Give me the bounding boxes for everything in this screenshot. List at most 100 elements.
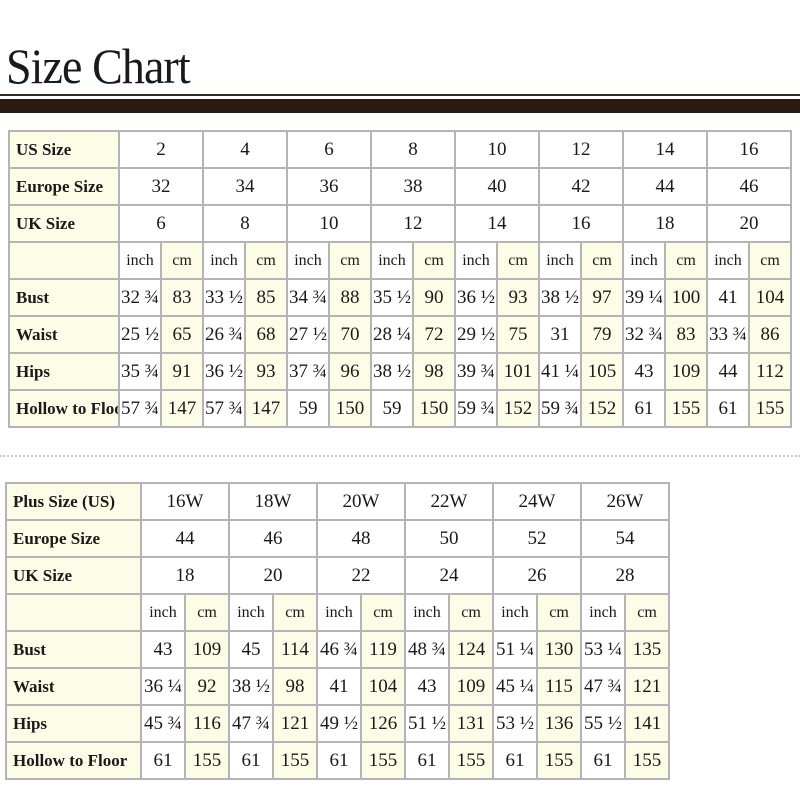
inch-value: 38 ½ (370, 352, 414, 391)
inch-value: 53 ½ (492, 704, 538, 743)
size-value: 4 (202, 130, 288, 169)
size-value: 16W (140, 482, 230, 521)
size-value: 16 (706, 130, 792, 169)
size-row: Europe Size 44 46 48 50 52 54 (5, 519, 670, 558)
inch-value: 38 ½ (538, 278, 582, 317)
inch-value: 46 ¾ (316, 630, 362, 669)
inch-value: 35 ½ (370, 278, 414, 317)
cm-value: 90 (412, 278, 456, 317)
row-label-empty (8, 241, 120, 280)
inch-value: 59 ¾ (538, 389, 582, 428)
unit-inch: inch (706, 241, 750, 280)
size-value: 18 (140, 556, 230, 595)
cm-value: 86 (748, 315, 792, 354)
inch-value: 59 (286, 389, 330, 428)
measure-row: Waist 36 ¼ 92 38 ½ 98 41 104 43 109 45 ¼ 115 47 ¾ 12… (5, 667, 670, 706)
row-label: Europe Size (8, 167, 120, 206)
cm-value: 135 (624, 630, 670, 669)
cm-value: 92 (184, 667, 230, 706)
inch-value: 45 (228, 630, 274, 669)
size-value: 44 (140, 519, 230, 558)
size-value: 14 (454, 204, 540, 243)
inch-value: 29 ½ (454, 315, 498, 354)
row-label-empty (5, 593, 142, 632)
row-label: Europe Size (5, 519, 142, 558)
inch-value: 25 ½ (118, 315, 162, 354)
inch-value: 45 ¼ (492, 667, 538, 706)
size-value: 40 (454, 167, 540, 206)
size-value: 16 (538, 204, 624, 243)
inch-value: 32 ¾ (622, 315, 666, 354)
cm-value: 152 (580, 389, 624, 428)
unit-inch: inch (370, 241, 414, 280)
measure-row: Hips 45 ¾ 116 47 ¾ 121 49 ½ 126 51 ½ 131 53 ½ 136 5… (5, 704, 670, 743)
cm-value: 147 (244, 389, 288, 428)
size-value: 18W (228, 482, 318, 521)
size-value: 20 (706, 204, 792, 243)
cm-value: 75 (496, 315, 540, 354)
cm-value: 85 (244, 278, 288, 317)
size-value: 10 (286, 204, 372, 243)
size-value: 36 (286, 167, 372, 206)
size-value: 20W (316, 482, 406, 521)
unit-cm: cm (184, 593, 230, 632)
cm-value: 155 (448, 741, 494, 780)
inch-value: 34 ¾ (286, 278, 330, 317)
size-value: 8 (370, 130, 456, 169)
inch-value: 51 ¼ (492, 630, 538, 669)
title-divider-bar (0, 99, 800, 113)
unit-inch: inch (622, 241, 666, 280)
size-row: UK Size 18 20 22 24 26 28 (5, 556, 670, 595)
size-value: 24W (492, 482, 582, 521)
inch-value: 61 (492, 741, 538, 780)
size-value: 44 (622, 167, 708, 206)
cm-value: 93 (244, 352, 288, 391)
inch-value: 28 ¼ (370, 315, 414, 354)
inch-value: 61 (140, 741, 186, 780)
size-value: 22 (316, 556, 406, 595)
cm-value: 155 (748, 389, 792, 428)
inch-value: 61 (580, 741, 626, 780)
dotted-separator (0, 455, 800, 457)
cm-value: 136 (536, 704, 582, 743)
cm-value: 155 (360, 741, 406, 780)
size-value: 8 (202, 204, 288, 243)
cm-value: 83 (664, 315, 708, 354)
unit-cm: cm (448, 593, 494, 632)
unit-row: inch cm inch cm inch cm inch cm inch cm inch cm inch… (8, 241, 792, 280)
inch-value: 59 ¾ (454, 389, 498, 428)
title-divider-thin (0, 94, 800, 96)
unit-cm: cm (160, 241, 204, 280)
row-label: US Size (8, 130, 120, 169)
inch-value: 32 ¾ (118, 278, 162, 317)
inch-value: 27 ½ (286, 315, 330, 354)
size-value: 12 (370, 204, 456, 243)
inch-value: 51 ½ (404, 704, 450, 743)
cm-value: 147 (160, 389, 204, 428)
size-row: Europe Size 32 34 36 38 40 42 44 46 (8, 167, 792, 206)
unit-cm: cm (664, 241, 708, 280)
size-value: 38 (370, 167, 456, 206)
cm-value: 155 (624, 741, 670, 780)
size-value: 50 (404, 519, 494, 558)
cm-value: 152 (496, 389, 540, 428)
size-value: 24 (404, 556, 494, 595)
size-value: 54 (580, 519, 670, 558)
unit-cm: cm (536, 593, 582, 632)
inch-value: 45 ¾ (140, 704, 186, 743)
cm-value: 130 (536, 630, 582, 669)
cm-value: 126 (360, 704, 406, 743)
cm-value: 104 (360, 667, 406, 706)
cm-value: 155 (536, 741, 582, 780)
size-value: 46 (228, 519, 318, 558)
cm-value: 114 (272, 630, 318, 669)
row-label: Hollow to Floor (8, 389, 120, 428)
inch-value: 43 (622, 352, 666, 391)
size-value: 52 (492, 519, 582, 558)
inch-value: 55 ½ (580, 704, 626, 743)
cm-value: 96 (328, 352, 372, 391)
inch-value: 61 (706, 389, 750, 428)
cm-value: 79 (580, 315, 624, 354)
inch-value: 57 ¾ (202, 389, 246, 428)
cm-value: 131 (448, 704, 494, 743)
